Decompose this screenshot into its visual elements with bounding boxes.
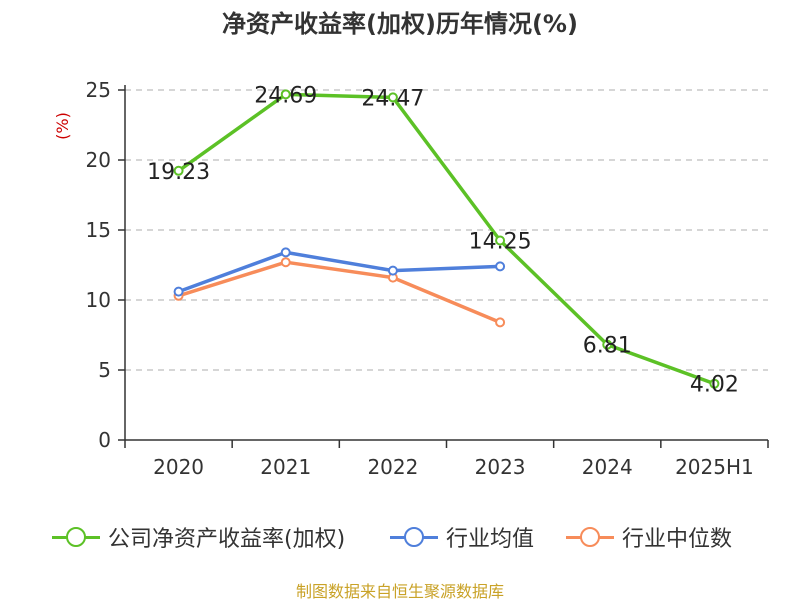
data-point [280,247,291,258]
data-label: 24.69 [254,83,317,108]
data-label: 19.23 [147,160,210,185]
legend-label: 行业均值 [446,527,535,552]
data-label: 24.47 [361,86,424,111]
legend-marker-icon [390,520,438,554]
x-tick-label: 2022 [367,455,418,479]
data-point [387,265,398,276]
data-label: 4.02 [690,373,739,398]
y-tick-label: 10 [86,288,111,312]
data-labels: 19.23 24.69 24.47 14.25 6.81 4.02 [147,83,739,397]
grid-lines [125,89,768,371]
x-tick-label: 2020 [153,455,204,479]
legend-label: 公司净资产收益率(加权) [108,527,346,552]
legend-marker-icon [566,520,614,554]
y-tick-label: 15 [86,218,111,242]
x-tick-label: 2023 [475,455,526,479]
y-tick-label: 20 [86,148,111,172]
series-line [177,92,716,386]
series-line [177,250,501,294]
legend-item[interactable]: 行业均值 [390,520,534,554]
data-label: 6.81 [583,334,632,359]
data-point [387,92,398,103]
data-point [280,89,291,100]
data-point [280,257,291,268]
series [173,89,720,389]
data-label: 14.25 [469,230,532,255]
data-point [495,235,506,246]
axes: 0 5 10 15 20 25 2020 2021 2022 2023 2024 2025H1 [86,78,769,479]
y-tick-label: 0 [98,428,111,452]
data-point [173,165,184,176]
data-point [495,317,506,328]
x-tick-label: 2024 [582,455,633,479]
legend-label: 行业中位数 [622,527,733,552]
data-point [709,378,720,389]
source-note: 制图数据来自恒生聚源数据库 [295,582,504,601]
y-tick-label: 5 [98,358,111,382]
y-tick-label: 25 [86,78,111,102]
legend: 公司净资产收益率(加权) 行业均值 行业中位数 [0,520,800,554]
series-line [178,260,501,325]
x-tick-label: 2021 [260,455,311,479]
data-point [602,339,613,350]
data-point [173,286,184,297]
x-tick-label: 2025H1 [675,455,754,479]
data-point [495,261,506,272]
legend-item[interactable]: 公司净资产收益率(加权) [52,520,345,554]
chart-title: 净资产收益率(加权)历年情况(%) [222,10,578,38]
legend-item[interactable]: 行业中位数 [566,520,732,554]
y-axis-label: (%) [53,112,72,140]
legend-marker-icon [52,520,100,554]
